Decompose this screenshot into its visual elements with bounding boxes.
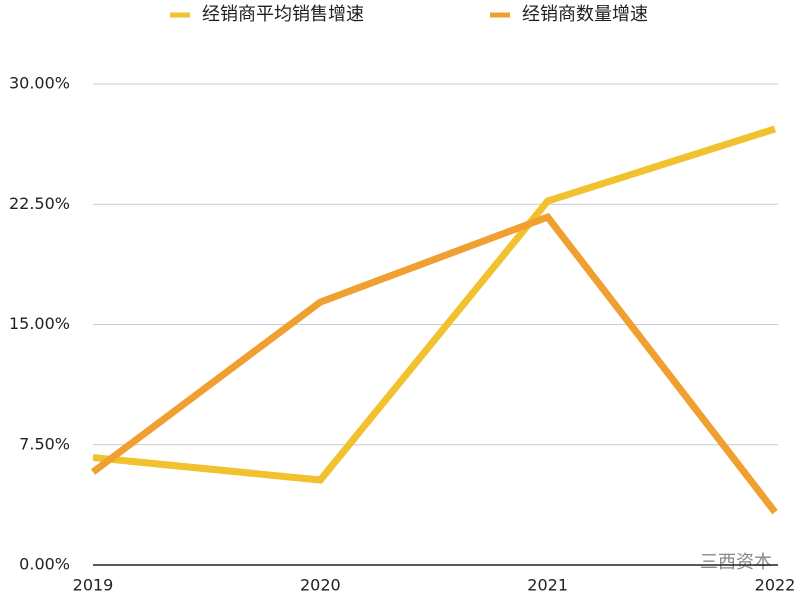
y-tick-label: 30.00% [9, 74, 70, 93]
y-tick-label: 22.50% [9, 194, 70, 213]
series-line [90, 212, 778, 515]
x-tick-label: 2020 [300, 576, 341, 595]
x-tick-label: 2021 [527, 576, 568, 595]
y-tick-label: 0.00% [19, 555, 70, 574]
series-line [92, 125, 777, 484]
y-tick-label: 7.50% [19, 434, 70, 453]
legend-label: 经销商平均销售增速 [202, 4, 364, 25]
x-tick-label: 2022 [755, 576, 796, 595]
plot: 0.00% 7.50% 15.00% 22.50% 30.00% 2019 2020 2021… [9, 4, 795, 595]
x-tick-label: 2019 [73, 576, 114, 595]
y-tick-label: 15.00% [9, 314, 70, 333]
watermark: 三酉资本 [700, 552, 772, 573]
legend-label: 经销商数量增速 [522, 4, 648, 25]
